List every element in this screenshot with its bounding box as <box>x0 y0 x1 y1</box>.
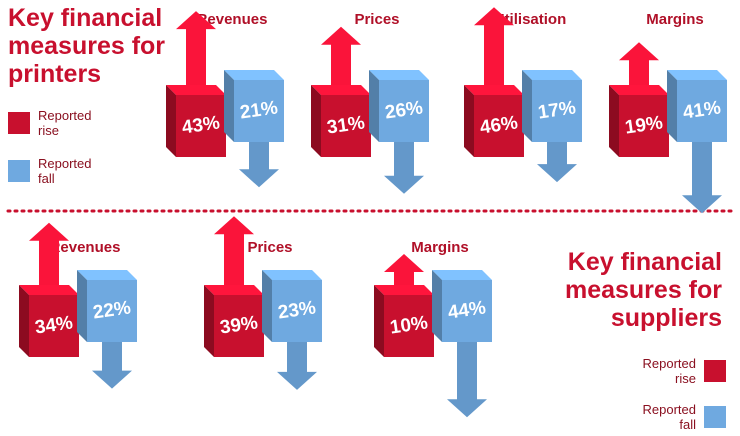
legend-swatch <box>8 112 30 134</box>
rise-block-side <box>609 85 619 157</box>
legend-item: Reported rise <box>636 356 726 386</box>
fall-arrow <box>239 142 279 188</box>
legend-item: Reported rise <box>8 108 98 138</box>
rise-block-top <box>464 85 524 95</box>
rise-arrow <box>176 11 216 86</box>
fall-block-top <box>369 70 429 80</box>
rise-arrow <box>619 42 659 85</box>
rise-arrow <box>29 222 69 285</box>
category-label: Margins <box>411 239 469 256</box>
rise-arrow <box>321 26 361 85</box>
fall-block-side <box>77 270 87 342</box>
rise-block-side <box>464 85 474 157</box>
rise-arrow <box>474 7 514 86</box>
rise-block-top <box>311 85 371 95</box>
legend-item: Reported fall <box>636 402 726 432</box>
fall-arrow <box>384 142 424 194</box>
fall-block-side <box>667 70 677 142</box>
rise-block-top <box>204 285 264 295</box>
fall-block <box>272 280 322 342</box>
rise-block-side <box>374 285 384 357</box>
rise-block <box>176 95 226 157</box>
category-label: Prices <box>247 239 292 256</box>
rise-block-side <box>204 285 214 357</box>
fall-arrow <box>682 142 722 214</box>
rise-block <box>474 95 524 157</box>
legend-swatch <box>8 160 30 182</box>
fall-block-top <box>522 70 582 80</box>
legend-label: Reported fall <box>642 402 696 432</box>
rise-block-top <box>19 285 79 295</box>
fall-arrow <box>537 142 577 183</box>
fall-block-top <box>224 70 284 80</box>
chart-title: Key financial measures for printers <box>8 4 166 88</box>
rise-block-top <box>609 85 669 95</box>
rise-block <box>214 295 264 357</box>
legend-label: Reported rise <box>642 356 696 386</box>
rise-arrow <box>384 254 424 285</box>
rise-arrow <box>214 216 254 285</box>
fall-block <box>532 80 582 142</box>
fall-block <box>677 80 727 142</box>
rise-block-side <box>19 285 29 357</box>
rise-block-top <box>374 285 434 295</box>
category-label: Revenues <box>197 11 268 28</box>
fall-block-top <box>432 270 492 280</box>
chart-title: Key financial measures for suppliers <box>564 248 722 332</box>
rise-block <box>384 295 434 357</box>
fall-block <box>234 80 284 142</box>
legend-label: Reported fall <box>38 156 92 186</box>
category-label: Prices <box>354 11 399 28</box>
rise-block <box>29 295 79 357</box>
legend-item: Reported fall <box>8 156 98 186</box>
rise-block <box>619 95 669 157</box>
fall-block-side <box>432 270 442 342</box>
fall-block-top <box>77 270 137 280</box>
rise-block-side <box>166 85 176 157</box>
fall-block-side <box>522 70 532 142</box>
category-label: Revenues <box>50 239 121 256</box>
fall-arrow <box>447 342 487 418</box>
rise-block <box>321 95 371 157</box>
fall-arrow <box>277 342 317 390</box>
fall-block <box>87 280 137 342</box>
legend-label: Reported rise <box>38 108 92 138</box>
legend-swatch <box>704 406 726 428</box>
fall-block-top <box>667 70 727 80</box>
fall-arrow <box>92 342 132 389</box>
rise-block-top <box>166 85 226 95</box>
legend-swatch <box>704 360 726 382</box>
fall-block-top <box>262 270 322 280</box>
fall-block-side <box>369 70 379 142</box>
rise-block-side <box>311 85 321 157</box>
fall-block-side <box>262 270 272 342</box>
fall-block <box>442 280 492 342</box>
fall-block-side <box>224 70 234 142</box>
category-label: Margins <box>646 11 704 28</box>
fall-block <box>379 80 429 142</box>
